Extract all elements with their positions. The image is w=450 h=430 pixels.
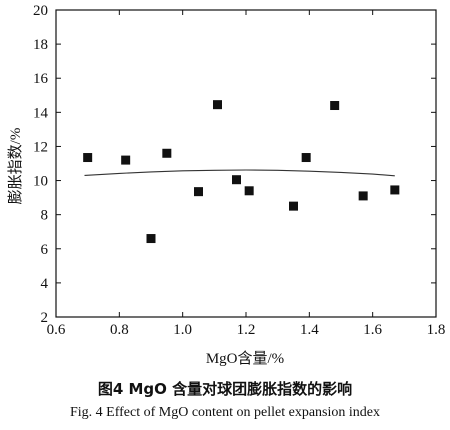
data-point	[232, 175, 241, 185]
y-tick-label: 12	[33, 139, 48, 155]
y-tick-label: 16	[33, 71, 49, 87]
data-point	[244, 186, 254, 196]
data-point	[330, 101, 340, 111]
y-tick-label: 18	[33, 37, 48, 53]
y-tick-label: 14	[33, 105, 49, 121]
x-tick-label: 1.8	[427, 322, 446, 338]
data-point	[146, 234, 156, 244]
x-tick-label: 0.6	[47, 322, 66, 338]
axis-ticks: 0.6 0.8 1.0 1.2 1.4 1.6 1.8 2 4 6 8 10 12 14 16 18 20	[33, 3, 445, 338]
data-point	[83, 153, 93, 163]
data-point	[162, 148, 172, 158]
data-points	[83, 100, 400, 244]
data-point	[358, 191, 368, 201]
x-tick-label: 1.6	[363, 322, 382, 338]
y-tick-label: 20	[33, 3, 48, 19]
x-tick-label: 1.2	[237, 322, 256, 338]
scatter-chart: 0.6 0.8 1.0 1.2 1.4 1.6 1.8 2 4 6 8 10 12 14 16 18 20 Mg…	[7, 3, 445, 367]
trend-line	[84, 169, 395, 177]
x-tick-label: 1.0	[173, 322, 192, 338]
data-point	[121, 155, 131, 165]
plot-area	[55, 9, 437, 318]
data-point	[194, 187, 203, 197]
y-tick-label: 2	[41, 310, 49, 326]
y-tick-label: 4	[41, 276, 49, 292]
y-tick-label: 6	[41, 242, 49, 258]
plot-frame	[55, 9, 437, 318]
data-point	[301, 153, 311, 163]
data-point	[390, 185, 400, 195]
x-tick-label: 1.4	[300, 322, 319, 338]
x-tick-label: 0.8	[110, 322, 129, 338]
figure-caption-chinese: 图4 MgO 含量对球团膨胀指数的影响	[97, 380, 353, 398]
y-tick-label: 10	[33, 174, 48, 190]
trend-line-layer	[84, 169, 395, 177]
data-point	[289, 201, 298, 211]
y-axis-label: 膨胀指数/%	[7, 128, 24, 205]
y-tick-label: 8	[41, 208, 49, 224]
data-point	[213, 100, 222, 110]
x-axis-label: MgO含量/%	[206, 350, 284, 367]
figure-caption-english: Fig. 4 Effect of MgO content on pellet e…	[69, 405, 380, 420]
